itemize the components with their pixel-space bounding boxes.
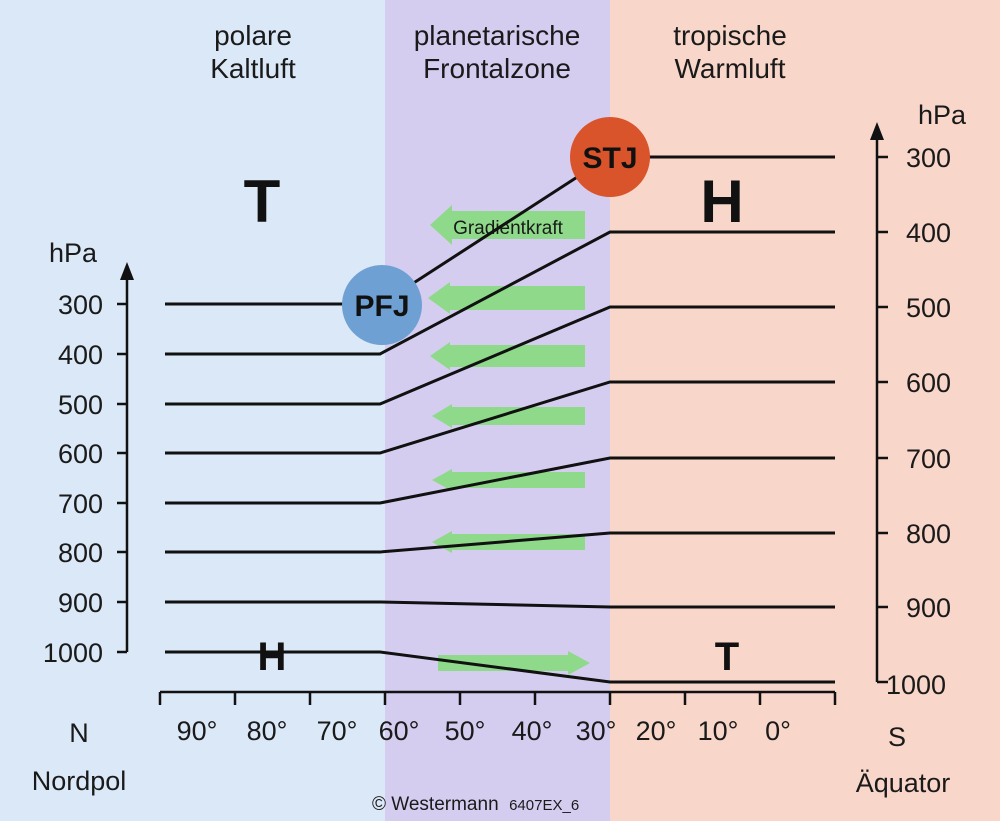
- north-label: N: [69, 718, 89, 748]
- latitude-tick-label: 30°: [576, 716, 617, 746]
- gradient-arrow-3: [430, 342, 585, 370]
- right-axis-tick-label: 900: [906, 593, 951, 623]
- north-pole-label: Nordpol: [32, 766, 127, 796]
- figure-code: 6407EX_6: [509, 797, 579, 814]
- zone-title-polar-line1: polare: [214, 20, 292, 51]
- gradient-arrow-top: [430, 205, 585, 245]
- zone-title-tropical: tropische Warmluft: [673, 20, 787, 84]
- zone-tropical-background: [610, 0, 1000, 821]
- left-axis-tick-label: 400: [58, 340, 103, 370]
- right-axis-arrowhead: [870, 122, 884, 140]
- upper-low-pressure-label: T: [244, 168, 281, 235]
- zone-title-tropical-line2: Warmluft: [675, 53, 786, 84]
- isobar-800: [165, 531, 835, 554]
- left-pressure-axis: hPa 300 400 500 600 700 800 900 1000: [43, 238, 134, 668]
- zone-title-frontal: planetarische Frontalzone: [414, 20, 581, 84]
- gradient-arrow-2: [428, 282, 585, 314]
- zone-title-frontal-line1: planetarische: [414, 20, 581, 51]
- right-axis-tick-label: 400: [906, 218, 951, 248]
- zone-title-polar: polare Kaltluft: [210, 20, 296, 84]
- latitude-tick-label: 50°: [445, 716, 486, 746]
- right-axis-unit: hPa: [918, 100, 967, 130]
- isobars: [165, 155, 835, 684]
- right-axis-tick-label: 600: [906, 368, 951, 398]
- right-pressure-axis: hPa 300 400 500 600 700 800 900 1000: [870, 100, 967, 700]
- south-label: S: [888, 722, 906, 752]
- isobar-400: [165, 230, 835, 356]
- equator-label: Äquator: [856, 768, 951, 798]
- latitude-tick-label: 10°: [698, 716, 739, 746]
- polar-front-jet-circle: [342, 265, 422, 345]
- left-axis-tick-label: 1000: [43, 638, 103, 668]
- subtropical-jet-circle: [570, 117, 650, 197]
- isobar-900: [165, 600, 835, 609]
- right-axis-tick-label: 700: [906, 444, 951, 474]
- latitude-axis: 90° 80° 70° 60° 50° 40° 30° 20° 10° 0° N…: [32, 690, 951, 798]
- polar-front-jet-label: PFJ: [354, 290, 409, 323]
- gradient-arrow-ground: [438, 651, 590, 675]
- left-axis-arrowhead: [120, 262, 134, 280]
- left-axis-tick-label: 600: [58, 439, 103, 469]
- left-axis-unit: hPa: [49, 238, 98, 268]
- left-axis-tick-label: 900: [58, 588, 103, 618]
- latitude-tick-label: 40°: [512, 716, 553, 746]
- latitude-tick-label: 0°: [765, 716, 791, 746]
- latitude-tick-label: 80°: [247, 716, 288, 746]
- right-axis-tick-label: 800: [906, 519, 951, 549]
- zone-title-frontal-line2: Frontalzone: [423, 53, 571, 84]
- subtropical-jet: STJ: [570, 117, 650, 197]
- polar-front-jet: PFJ: [342, 265, 422, 345]
- left-axis-tick-label: 500: [58, 390, 103, 420]
- latitude-tick-label: 20°: [636, 716, 677, 746]
- gradient-arrow-4: [432, 404, 585, 428]
- subtropical-jet-label: STJ: [582, 142, 637, 175]
- zone-title-tropical-line1: tropische: [673, 20, 787, 51]
- copyright-text: © Westermann: [372, 794, 499, 815]
- isobar-700: [165, 456, 835, 505]
- right-axis-tick-label: 1000: [886, 670, 946, 700]
- ground-high-pressure-label: H: [258, 635, 287, 679]
- upper-high-pressure-label: H: [700, 168, 743, 235]
- zone-title-polar-line2: Kaltluft: [210, 53, 296, 84]
- ground-low-pressure-label: T: [715, 635, 739, 679]
- copyright-notice: © Westermann 6407EX_6: [372, 794, 579, 815]
- isobar-300-jet-link: [411, 170, 586, 286]
- latitude-tick-label: 70°: [317, 716, 358, 746]
- latitude-tick-label: 90°: [177, 716, 218, 746]
- isobar-500: [165, 305, 835, 406]
- right-axis-tick-label: 300: [906, 143, 951, 173]
- isobar-600: [165, 380, 835, 455]
- zone-polar-background: [0, 0, 385, 821]
- latitude-tick-label: 60°: [379, 716, 420, 746]
- left-axis-tick-label: 800: [58, 538, 103, 568]
- isobar-1000: [165, 650, 835, 684]
- gradient-force-arrows: [428, 205, 590, 675]
- left-axis-tick-label: 300: [58, 290, 103, 320]
- right-axis-tick-label: 500: [906, 293, 951, 323]
- gradient-force-label: Gradientkraft: [453, 218, 564, 239]
- left-axis-tick-label: 700: [58, 489, 103, 519]
